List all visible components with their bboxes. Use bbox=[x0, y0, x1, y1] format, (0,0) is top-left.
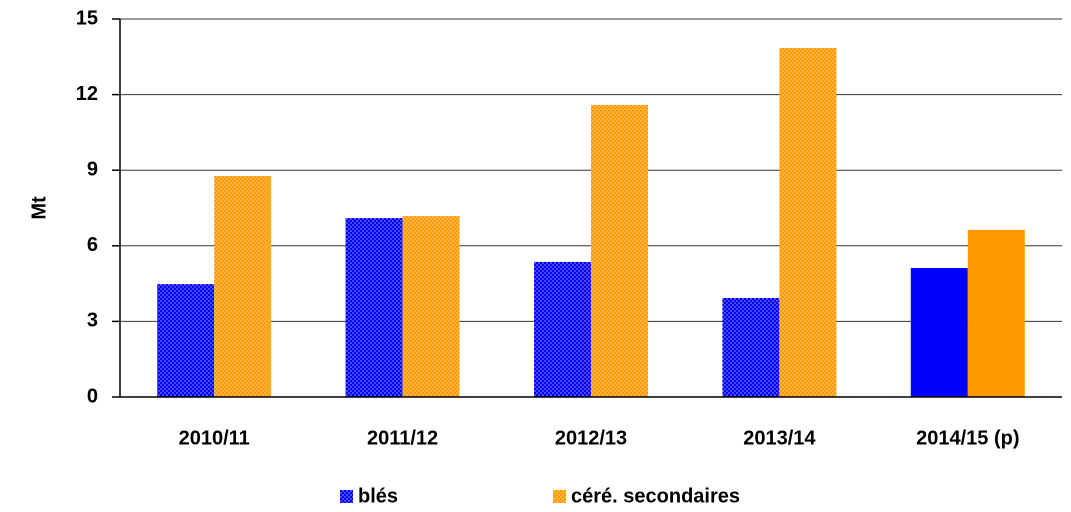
legend-label: céré. secondaires bbox=[571, 485, 740, 507]
x-tick-label: 2012/13 bbox=[555, 427, 627, 449]
bar bbox=[722, 297, 780, 397]
y-tick-label: 6 bbox=[87, 234, 98, 256]
y-axis-label: Mt bbox=[28, 196, 50, 220]
legend-swatch bbox=[340, 490, 353, 503]
legend-swatch bbox=[553, 490, 566, 503]
x-tick-label: 2013/14 bbox=[743, 427, 816, 449]
bar bbox=[345, 218, 403, 397]
bar bbox=[967, 229, 1025, 397]
x-tick-label: 2010/11 bbox=[179, 427, 250, 449]
legend-label: blés bbox=[358, 485, 398, 507]
x-tick-label: 2014/15 (p) bbox=[916, 427, 1019, 449]
y-tick-label: 15 bbox=[76, 7, 98, 29]
bar bbox=[779, 47, 837, 397]
bar bbox=[214, 175, 272, 397]
bar bbox=[402, 216, 460, 397]
x-tick-label: 2011/12 bbox=[367, 427, 438, 449]
y-tick-label: 3 bbox=[87, 310, 98, 332]
y-tick-label: 0 bbox=[87, 385, 98, 407]
bar bbox=[910, 267, 968, 397]
bar bbox=[591, 104, 648, 397]
y-tick-label: 12 bbox=[76, 83, 98, 105]
bar bbox=[157, 284, 215, 397]
y-tick-label: 9 bbox=[87, 158, 98, 180]
bar bbox=[534, 261, 591, 397]
